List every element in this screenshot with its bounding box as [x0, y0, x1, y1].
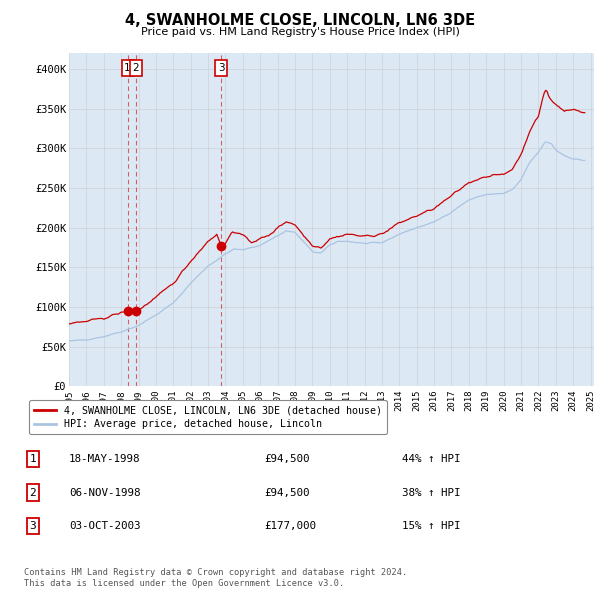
Text: 2: 2: [29, 487, 37, 497]
Text: 38% ↑ HPI: 38% ↑ HPI: [402, 487, 461, 497]
Text: 3: 3: [218, 63, 224, 73]
Text: 4, SWANHOLME CLOSE, LINCOLN, LN6 3DE: 4, SWANHOLME CLOSE, LINCOLN, LN6 3DE: [125, 13, 475, 28]
Text: 44% ↑ HPI: 44% ↑ HPI: [402, 454, 461, 464]
Text: 1: 1: [124, 63, 131, 73]
Text: 06-NOV-1998: 06-NOV-1998: [69, 487, 140, 497]
Text: 03-OCT-2003: 03-OCT-2003: [69, 521, 140, 531]
Text: 15% ↑ HPI: 15% ↑ HPI: [402, 521, 461, 531]
Text: £177,000: £177,000: [264, 521, 316, 531]
Text: This data is licensed under the Open Government Licence v3.0.: This data is licensed under the Open Gov…: [24, 579, 344, 588]
Legend: 4, SWANHOLME CLOSE, LINCOLN, LN6 3DE (detached house), HPI: Average price, detac: 4, SWANHOLME CLOSE, LINCOLN, LN6 3DE (de…: [29, 401, 387, 434]
Text: £94,500: £94,500: [264, 454, 310, 464]
Text: 2: 2: [133, 63, 139, 73]
Text: 18-MAY-1998: 18-MAY-1998: [69, 454, 140, 464]
Text: Contains HM Land Registry data © Crown copyright and database right 2024.: Contains HM Land Registry data © Crown c…: [24, 568, 407, 577]
Text: 1: 1: [29, 454, 37, 464]
Text: 3: 3: [29, 521, 37, 531]
Text: £94,500: £94,500: [264, 487, 310, 497]
Text: Price paid vs. HM Land Registry's House Price Index (HPI): Price paid vs. HM Land Registry's House …: [140, 27, 460, 37]
